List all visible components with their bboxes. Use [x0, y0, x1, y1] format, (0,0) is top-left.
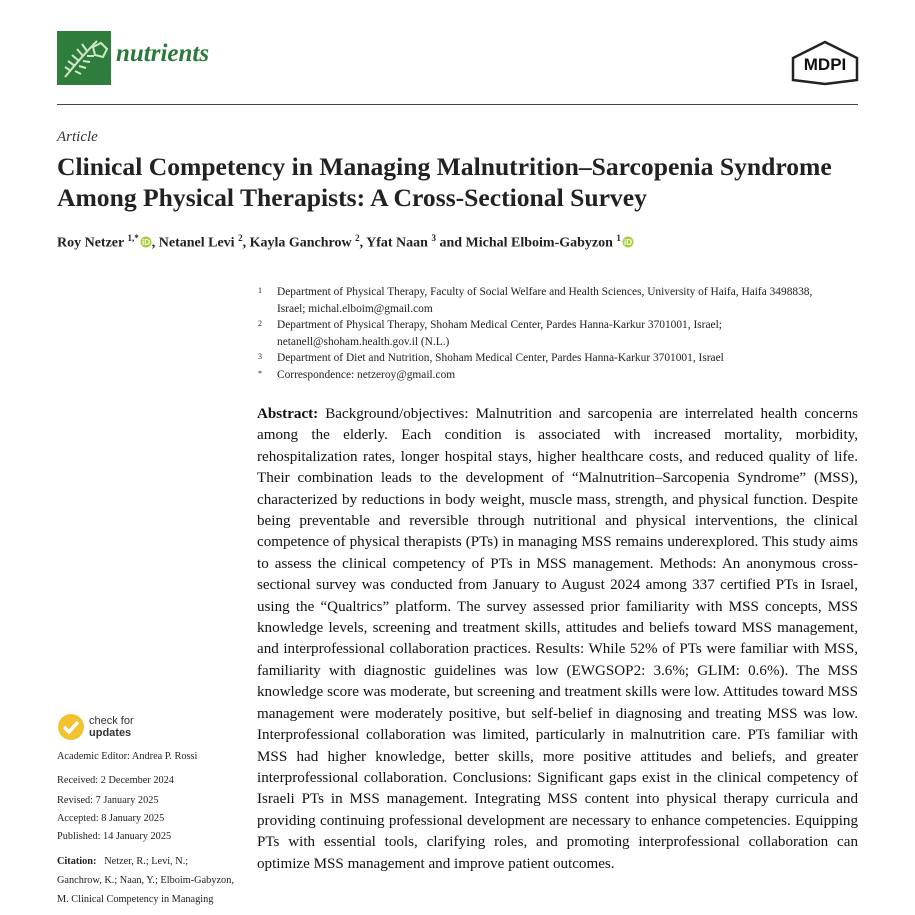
- affiliation-text: Correspondence: netzeroy@gmail.com: [277, 368, 456, 381]
- publisher-logo: MDPI: [791, 40, 859, 86]
- affiliation-text: Department of Physical Therapy, Shoham M…: [277, 319, 722, 348]
- check-updates-text[interactable]: check for: [89, 715, 134, 727]
- publication-date: Received: 2 December 2024: [57, 775, 174, 786]
- affiliations: 1 Department of Physical Therapy, Faculty…: [258, 284, 818, 384]
- author-affiliation-marker: 1,*: [127, 233, 139, 243]
- publication-date: Accepted: 8 January 2025: [57, 813, 165, 824]
- orcid-icon[interactable]: iD: [622, 236, 634, 248]
- svg-text:iD: iD: [624, 238, 632, 247]
- author-affiliation-marker: 2: [238, 233, 243, 243]
- citation: Citation: Netzer, R.; Levi, N.; Ganchrow…: [57, 853, 235, 909]
- author-name: Yfat Naan: [366, 235, 428, 251]
- check-updates-label[interactable]: updates: [89, 727, 132, 739]
- affiliation-marker: 2: [258, 319, 262, 329]
- author-name: Netanel Levi: [158, 235, 235, 251]
- abstract-label: Abstract:: [257, 406, 319, 422]
- author-affiliation-marker: 1: [616, 233, 621, 243]
- article-title: Clinical Competency in Managing Malnutri…: [57, 152, 832, 212]
- publication-date: Revised: 7 January 2025: [57, 795, 159, 806]
- orcid-icon[interactable]: iD: [140, 236, 152, 248]
- affiliation: 2 Department of Physical Therapy, Shoham …: [258, 317, 818, 350]
- academic-editor: Academic Editor: Andrea P. Rossi: [57, 751, 198, 762]
- svg-text:iD: iD: [142, 238, 150, 247]
- journal-logo: [57, 31, 111, 85]
- affiliation-marker: 1: [258, 286, 262, 295]
- publication-date: Published: 14 January 2025: [57, 831, 172, 842]
- citation-text: Netzer, R.; Levi, N.; Ganchrow, K.; Naan…: [57, 856, 234, 905]
- author-conjunction: and: [439, 235, 463, 251]
- author-affiliation-marker: 2: [355, 233, 360, 243]
- affiliation-marker: 3: [258, 352, 262, 362]
- journal-name: nutrients: [116, 40, 210, 67]
- author-name: Michal Elboim-Gabyzon: [465, 235, 613, 251]
- affiliation: * Correspondence: netzeroy@gmail.com: [258, 367, 818, 384]
- abstract-text: Background/objectives: Malnutrition and …: [257, 406, 858, 872]
- affiliation: 3 Department of Diet and Nutrition, Shoha…: [258, 350, 818, 367]
- affiliation: 1 Department of Physical Therapy, Faculty…: [258, 284, 818, 317]
- citation-label: Citation:: [57, 856, 97, 867]
- author-name: Kayla Ganchrow: [249, 235, 352, 251]
- author-affiliation-marker: 3: [431, 233, 436, 243]
- affiliation-text: Department of Physical Therapy, Faculty …: [277, 286, 813, 315]
- header-rule: [57, 104, 858, 105]
- author-list: Roy Netzer 1,* iD, Netanel Levi 2, Kayla …: [57, 233, 634, 251]
- author-name: Roy Netzer: [57, 235, 124, 251]
- publisher-name: MDPI: [804, 55, 847, 74]
- abstract: Abstract: Background/objectives: Malnutr…: [257, 404, 858, 875]
- affiliation-text: Department of Diet and Nutrition, Shoham…: [277, 352, 724, 365]
- check-updates-icon[interactable]: [57, 713, 85, 741]
- affiliation-marker: *: [258, 368, 262, 378]
- article-type: Article: [57, 129, 98, 145]
